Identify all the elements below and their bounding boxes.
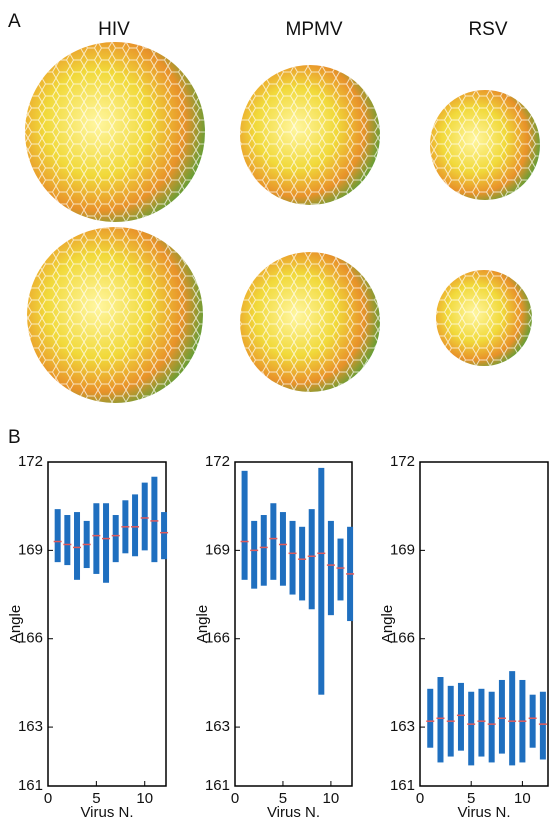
range-bar: [539, 691, 546, 760]
x-tick-label: 5: [92, 790, 100, 807]
y-tick-label: 169: [18, 541, 43, 558]
x-tick-label: 0: [44, 790, 52, 807]
range-bar: [93, 503, 100, 574]
y-axis-label: Angle: [379, 605, 396, 643]
range-bar: [251, 520, 258, 589]
y-tick-label: 161: [390, 777, 415, 794]
y-tick-label: 161: [18, 777, 43, 794]
x-tick-label: 10: [136, 790, 153, 807]
y-tick-label: 166: [390, 630, 415, 647]
y-tick-label: 172: [205, 453, 230, 470]
y-tick-label: 161: [205, 777, 230, 794]
y-tick-label: 166: [18, 630, 43, 647]
x-tick-label: 10: [323, 790, 340, 807]
range-bar: [427, 688, 434, 748]
range-bar: [337, 538, 344, 601]
range-bar: [509, 671, 516, 766]
range-bar: [318, 467, 325, 695]
x-tick-label: 0: [416, 790, 424, 807]
y-axis-label: Angle: [7, 605, 24, 643]
range-bar: [141, 482, 148, 551]
y-tick-label: 169: [390, 541, 415, 558]
sphere-images: [25, 42, 540, 403]
range-bar: [64, 515, 71, 566]
axes-frame: [47, 461, 167, 787]
range-bar: [478, 688, 485, 757]
range-bar: [468, 691, 475, 766]
x-tick-label: 0: [231, 790, 239, 807]
axes-frame: [419, 461, 549, 787]
range-bar: [74, 512, 81, 580]
range-bar: [161, 512, 168, 560]
x-axis-label: Virus N.: [80, 804, 133, 820]
range-bar: [299, 526, 306, 601]
panel-label: B: [8, 427, 21, 448]
range-bar: [132, 494, 139, 557]
range-bar: [308, 509, 315, 610]
range-bar: [270, 503, 277, 580]
x-axis-label: Virus N.: [267, 804, 320, 820]
y-tick-label: 163: [390, 718, 415, 735]
y-tick-label: 172: [18, 453, 43, 470]
range-bar: [151, 476, 158, 563]
range-bar: [241, 470, 248, 580]
range-bar: [54, 509, 61, 563]
range-bar: [498, 679, 505, 754]
x-tick-label: 5: [467, 790, 475, 807]
range-bar: [457, 682, 464, 751]
y-tick-label: 163: [18, 718, 43, 735]
virus-label: MPMV: [286, 19, 343, 40]
panel-label: A: [8, 11, 21, 32]
range-bar: [289, 520, 296, 595]
range-bar: [112, 515, 119, 563]
range-bar: [279, 512, 286, 586]
virus-label: HIV: [98, 19, 130, 40]
range-bar: [327, 520, 334, 616]
range-bar: [103, 503, 110, 583]
virus-label: RSV: [468, 19, 507, 40]
range-bar: [488, 691, 495, 763]
x-axis-label: Virus N.: [457, 804, 510, 820]
x-tick-label: 5: [279, 790, 287, 807]
y-axis-label: Angle: [194, 605, 211, 643]
range-bar: [260, 515, 267, 586]
y-tick-label: 163: [205, 718, 230, 735]
range-bar: [437, 677, 444, 763]
range-bar: [529, 694, 536, 748]
x-tick-label: 10: [514, 790, 531, 807]
y-tick-label: 169: [205, 541, 230, 558]
axes-frame: [234, 461, 353, 787]
y-tick-label: 166: [205, 630, 230, 647]
y-tick-label: 172: [390, 453, 415, 470]
